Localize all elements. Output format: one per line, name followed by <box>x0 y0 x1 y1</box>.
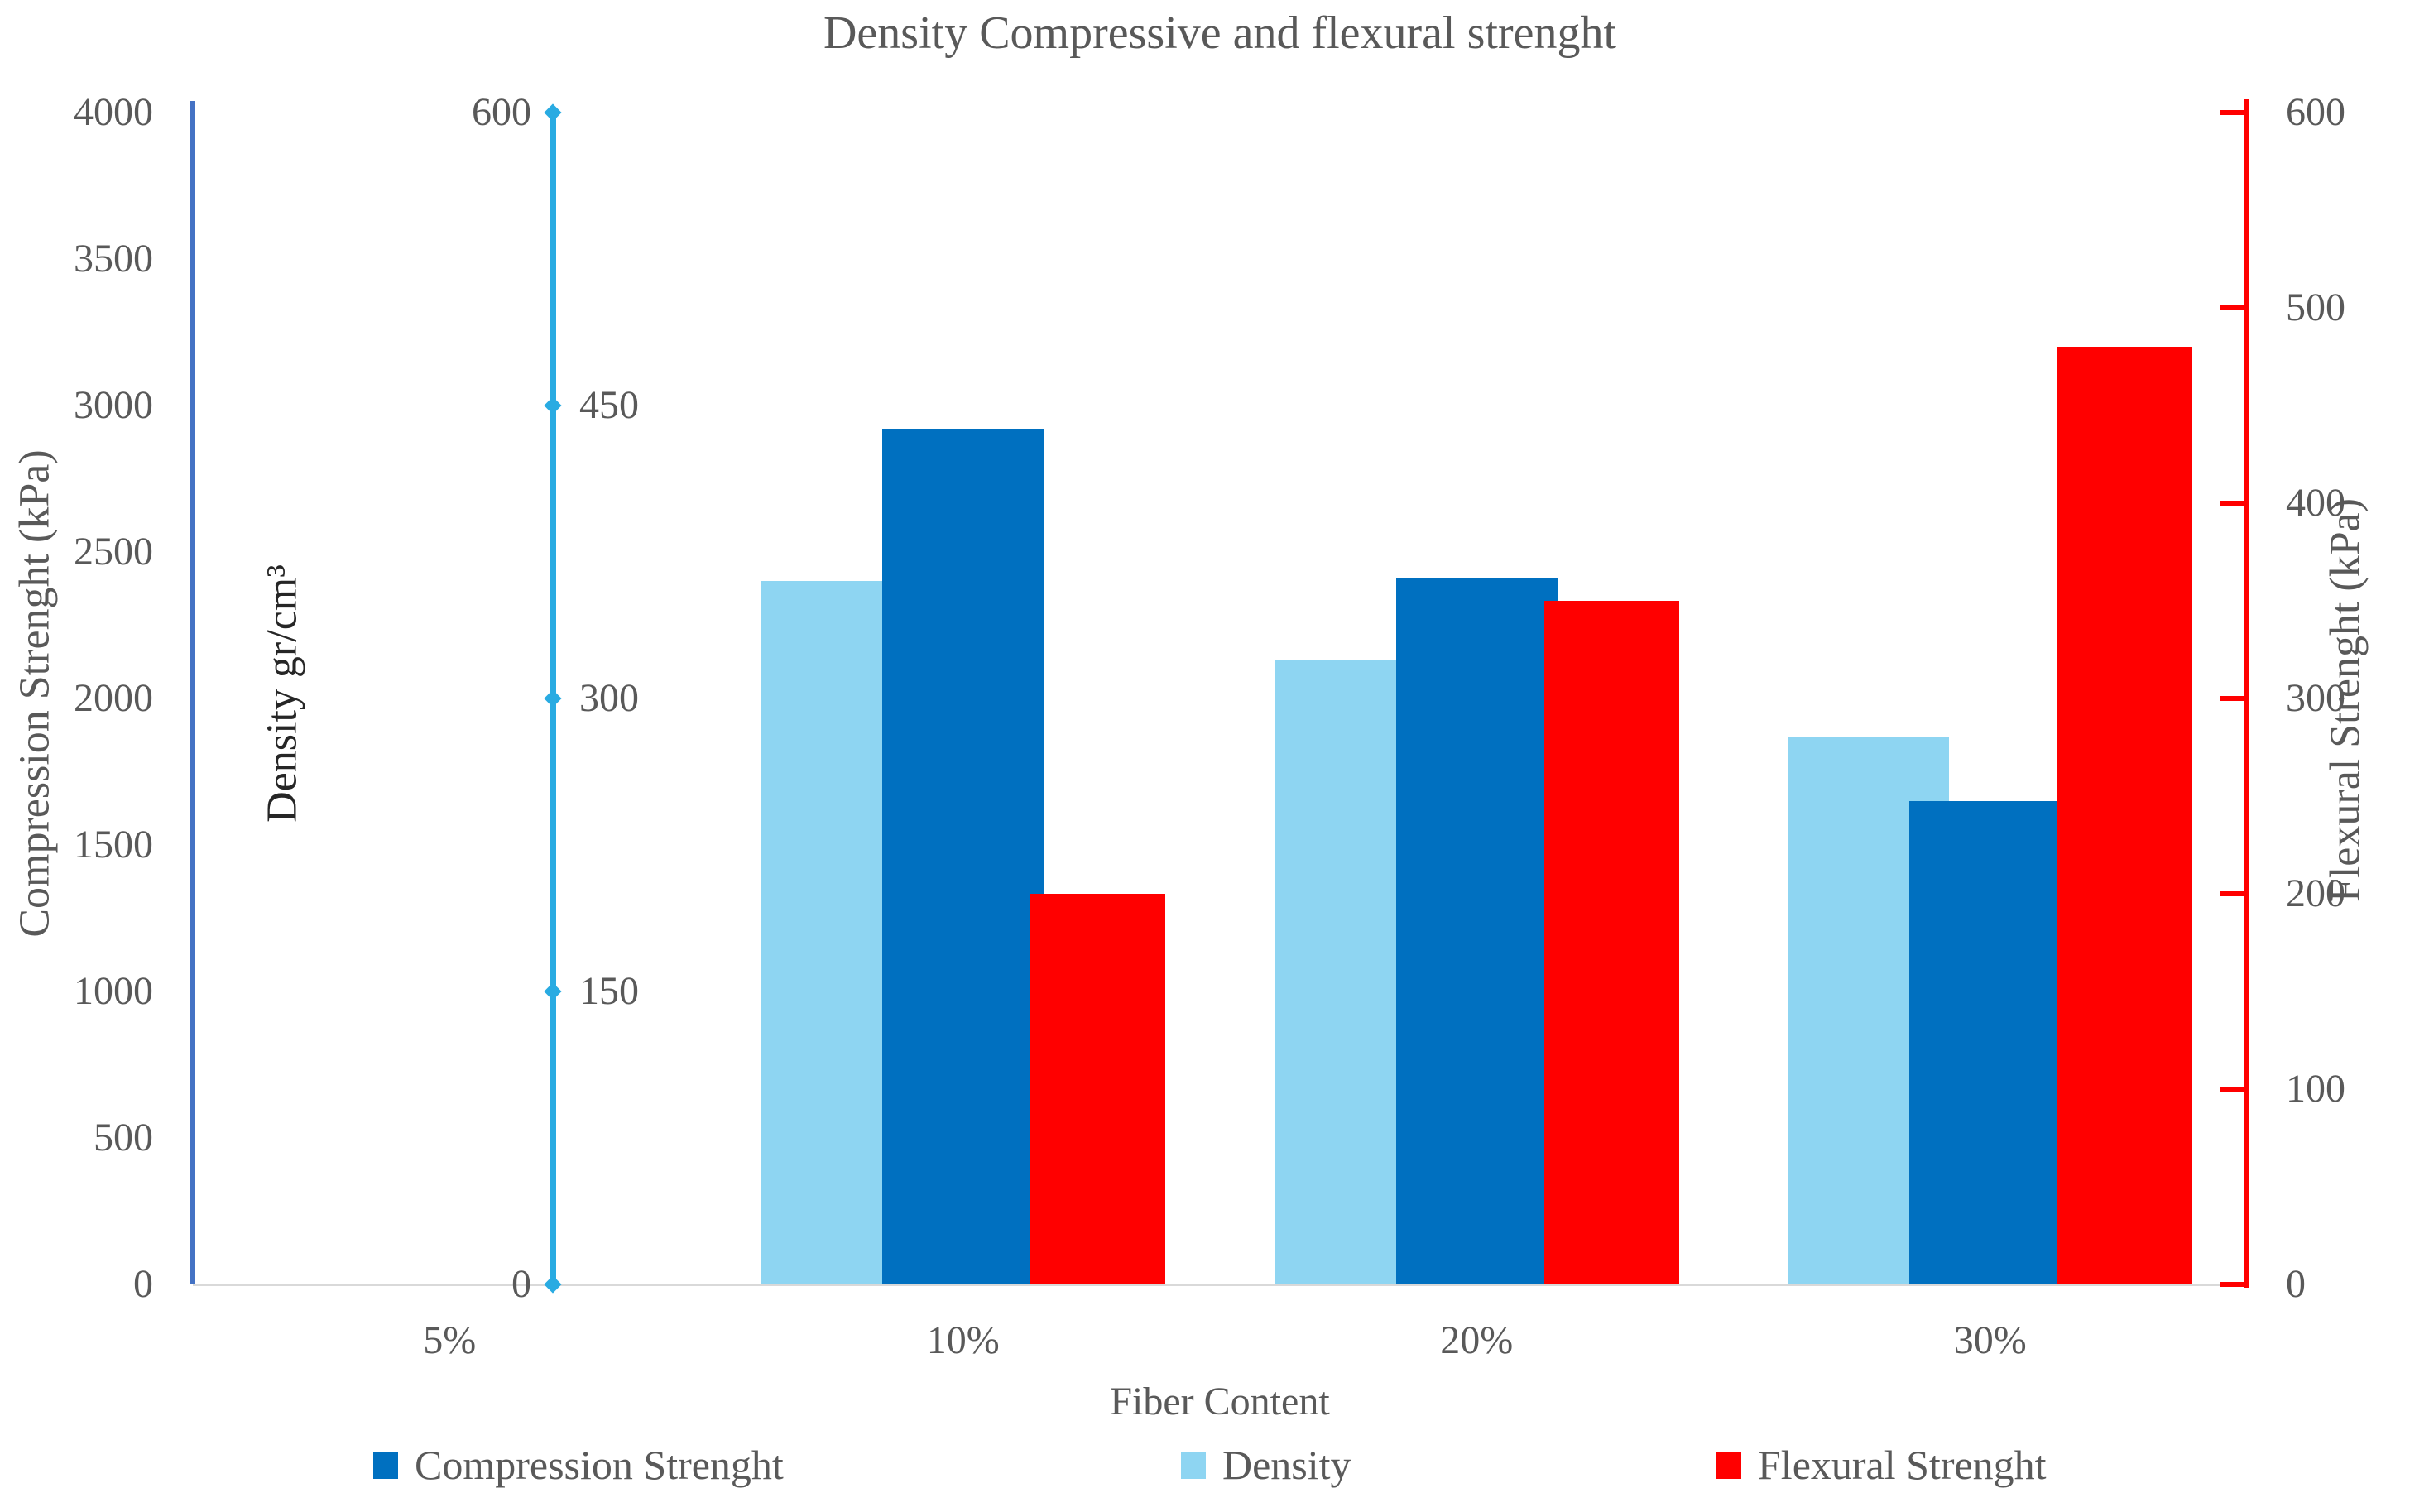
legend-item-density: Density <box>1181 1444 1351 1486</box>
left-axis-tick-label-3500: 3500 <box>74 237 153 281</box>
left-axis-tick-label-2000: 2000 <box>74 676 153 720</box>
right-axis-tick-600 <box>2220 110 2244 115</box>
x-axis-title: Fiber Content <box>1110 1380 1330 1423</box>
right-axis-tick-100 <box>2220 1087 2244 1092</box>
legend-label: Density <box>1222 1442 1351 1488</box>
left-axis-line <box>190 101 195 1284</box>
right-axis-tick-label-300: 300 <box>2286 676 2345 720</box>
right-axis-tick-0 <box>2220 1282 2244 1287</box>
right-axis-tick-label-500: 500 <box>2286 286 2345 329</box>
bar-compression-10% <box>882 429 1044 1284</box>
legend-item-flexural-strenght: Flexural Strenght <box>1716 1444 2047 1486</box>
density-axis-marker-300 <box>544 689 562 708</box>
left-axis-tick-label-500: 500 <box>94 1116 153 1159</box>
right-axis-tick-label-400: 400 <box>2286 481 2345 525</box>
bar-flexural-10% <box>1030 894 1166 1284</box>
density-axis-tick-label-600: 600 <box>472 90 531 134</box>
density-axis-tick-label-450: 450 <box>579 383 639 427</box>
bar-flexural-20% <box>1543 601 1679 1284</box>
legend-item-compression-strenght: Compression Strenght <box>373 1444 784 1486</box>
bar-compression-20% <box>1395 578 1558 1284</box>
bar-flexural-30% <box>2057 347 2193 1284</box>
bar-compression-30% <box>1909 800 2071 1284</box>
x-axis-category-label-10%: 10% <box>926 1318 1000 1362</box>
legend-swatch-icon <box>1181 1451 1206 1479</box>
right-axis-tick-500 <box>2220 305 2244 310</box>
left-axis-tick-label-3000: 3000 <box>74 383 153 427</box>
density-axis-marker-450 <box>544 396 562 415</box>
legend-swatch-icon <box>373 1451 398 1479</box>
right-axis-tick-label-200: 200 <box>2286 871 2345 915</box>
legend-label: Flexural Strenght <box>1758 1442 2047 1488</box>
left-axis-tick-label-1500: 1500 <box>74 823 153 866</box>
density-axis-tick-label-150: 150 <box>579 969 639 1013</box>
right-axis-tick-label-600: 600 <box>2286 90 2345 134</box>
right-axis-tick-label-0: 0 <box>2286 1262 2306 1306</box>
x-axis-category-label-20%: 20% <box>1440 1318 1514 1362</box>
x-axis-baseline <box>193 1284 2247 1286</box>
density-axis-marker-150 <box>544 982 562 1001</box>
legend-swatch-icon <box>1716 1451 1741 1479</box>
density-axis-marker-600 <box>544 103 562 122</box>
left-axis-tick-label-4000: 4000 <box>74 90 153 134</box>
right-axis-tick-label-100: 100 <box>2286 1067 2345 1111</box>
x-axis-category-label-30%: 30% <box>1953 1318 2027 1362</box>
density-axis-marker-0 <box>544 1275 562 1294</box>
x-axis-category-label-5%: 5% <box>423 1318 477 1362</box>
left-axis-tick-label-2500: 2500 <box>74 530 153 574</box>
legend-label: Compression Strenght <box>415 1442 784 1488</box>
left-axis-tick-label-1000: 1000 <box>74 969 153 1013</box>
right-axis-tick-400 <box>2220 501 2244 506</box>
right-axis-tick-200 <box>2220 891 2244 896</box>
left-axis-tick-label-0: 0 <box>133 1262 153 1306</box>
right-axis-tick-300 <box>2220 696 2244 701</box>
density-axis-tick-label-0: 0 <box>511 1262 531 1306</box>
density-axis-tick-label-300: 300 <box>579 676 639 720</box>
right-axis-line <box>2244 99 2249 1288</box>
chart-title: Density Compressive and flexural strengh… <box>823 7 1616 59</box>
